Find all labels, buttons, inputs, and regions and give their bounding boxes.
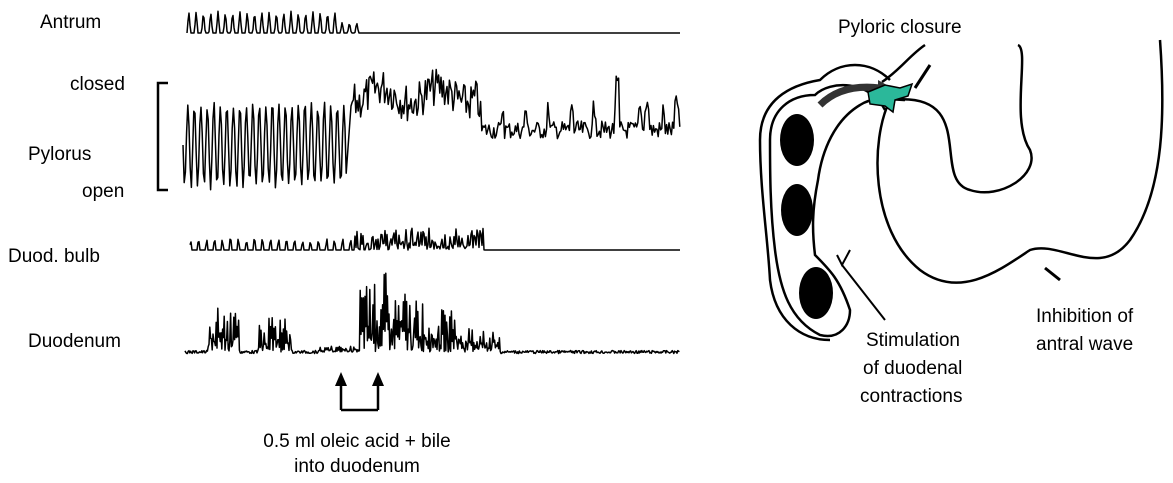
trace-label: Duodenum: [28, 331, 121, 352]
trace-label: Duod. bulb: [8, 246, 100, 267]
duodenum-trace: [184, 272, 680, 355]
stimulus-label: into duodenum: [294, 456, 420, 477]
diagram-label: Stimulation: [866, 330, 960, 351]
stomach-diagram: [758, 39, 1164, 342]
diagram-label: contractions: [860, 386, 962, 407]
arrowhead: [836, 249, 851, 268]
stimulus-label: 0.5 ml oleic acid + bile: [263, 431, 450, 452]
diagram-label: Inhibition of: [1036, 306, 1134, 327]
trace-label: Pylorus: [28, 144, 91, 165]
bolus: [781, 184, 813, 236]
pylorus-trace: [182, 68, 681, 191]
diagram-label: of duodenal: [863, 358, 962, 379]
bolus: [799, 267, 833, 319]
trace-bottom-label: open: [82, 181, 124, 202]
bolus: [780, 114, 814, 166]
pyloric-sphincter: [867, 82, 914, 114]
antrum-trace: [186, 10, 680, 34]
stimulus-arrows: [335, 372, 384, 412]
diagram-label: antral wave: [1036, 334, 1133, 355]
bracket: [156, 81, 168, 192]
diagram-label: Pyloric closure: [838, 17, 962, 38]
flow-arrow: [817, 83, 881, 108]
trace-top-label: closed: [70, 74, 125, 95]
traces: [182, 10, 681, 355]
duod-bulb-trace: [189, 227, 680, 251]
trace-label: Antrum: [40, 12, 101, 33]
